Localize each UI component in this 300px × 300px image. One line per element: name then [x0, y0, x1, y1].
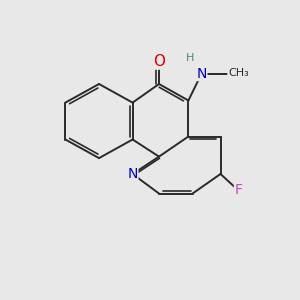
Text: N: N — [128, 167, 138, 181]
Text: N: N — [196, 67, 207, 80]
Text: CH₃: CH₃ — [228, 68, 249, 79]
Text: F: F — [235, 184, 242, 197]
Text: O: O — [153, 54, 165, 69]
Text: H: H — [186, 53, 195, 64]
